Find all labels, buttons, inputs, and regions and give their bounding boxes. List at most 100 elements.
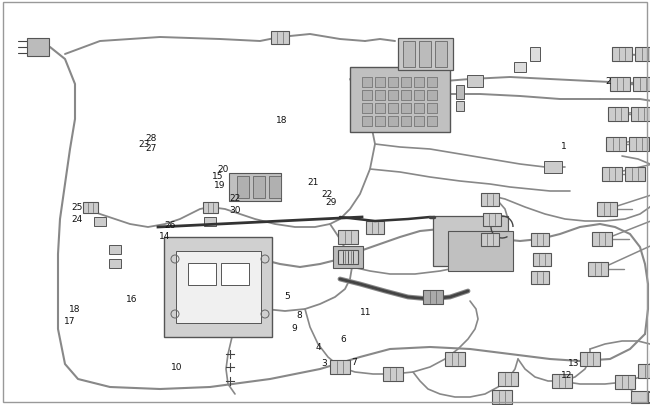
Bar (423, 290, 443, 304)
Text: 22: 22 (229, 194, 241, 203)
Bar (544, 162, 562, 174)
Text: 20: 20 (217, 165, 229, 174)
Bar (221, 263, 249, 285)
Text: 2: 2 (605, 77, 610, 85)
Bar (203, 202, 218, 213)
Bar (333, 246, 363, 269)
Bar (414, 78, 424, 88)
Text: 29: 29 (326, 198, 337, 207)
Bar (27, 39, 49, 57)
Bar (188, 263, 216, 285)
Bar (330, 360, 350, 374)
Text: 17: 17 (64, 316, 76, 325)
Bar (401, 104, 411, 114)
Bar (612, 48, 632, 62)
Bar (338, 230, 358, 244)
Bar (427, 78, 437, 88)
Bar (435, 42, 447, 68)
Bar (401, 117, 411, 127)
Bar (531, 271, 549, 284)
Bar (615, 375, 635, 389)
Text: 9: 9 (292, 323, 297, 332)
Bar (383, 367, 403, 381)
Bar (398, 39, 452, 71)
Bar (481, 193, 499, 206)
Bar (635, 48, 650, 62)
Bar (533, 253, 551, 266)
Text: 7: 7 (352, 357, 357, 366)
Text: 19: 19 (214, 181, 226, 190)
Text: 25: 25 (71, 202, 83, 211)
Text: 8: 8 (296, 311, 302, 320)
Bar (375, 91, 385, 101)
Bar (638, 364, 650, 378)
Bar (269, 177, 281, 198)
Text: 6: 6 (341, 334, 346, 343)
Bar (403, 42, 415, 68)
Text: 21: 21 (307, 178, 319, 187)
Bar (109, 259, 121, 268)
Text: 18: 18 (276, 116, 287, 125)
Bar (625, 168, 645, 181)
Text: 12: 12 (561, 370, 573, 379)
Bar (375, 78, 385, 88)
Bar (631, 391, 649, 403)
Bar (602, 168, 622, 181)
Bar (350, 67, 450, 132)
Bar (531, 233, 549, 246)
Text: 1: 1 (562, 141, 567, 150)
Bar (388, 78, 398, 88)
Bar (229, 174, 281, 202)
Text: 16: 16 (126, 294, 138, 303)
Bar (375, 117, 385, 127)
Text: 18: 18 (69, 305, 81, 313)
Bar (362, 117, 372, 127)
Bar (610, 78, 630, 92)
Bar (419, 42, 431, 68)
Bar (401, 91, 411, 101)
Bar (492, 390, 512, 404)
Bar (338, 250, 358, 264)
Bar (633, 78, 650, 92)
Bar (467, 76, 483, 88)
Text: 22: 22 (321, 190, 333, 199)
Text: 24: 24 (71, 214, 83, 223)
Bar (271, 32, 289, 45)
Bar (456, 102, 464, 112)
Bar (237, 177, 249, 198)
Text: 10: 10 (171, 362, 183, 371)
Bar (176, 252, 261, 323)
Bar (456, 86, 464, 100)
Bar (629, 138, 649, 151)
Bar (362, 91, 372, 101)
Bar (164, 237, 272, 337)
Bar (427, 104, 437, 114)
Bar (432, 216, 508, 266)
Bar (94, 217, 106, 226)
Bar (498, 372, 518, 386)
Bar (597, 202, 617, 216)
Bar (109, 245, 121, 254)
Bar (530, 48, 540, 62)
Text: 23: 23 (138, 139, 150, 148)
Bar (83, 202, 98, 213)
Bar (514, 63, 526, 73)
Bar (427, 117, 437, 127)
Text: 13: 13 (567, 358, 579, 367)
Bar (362, 78, 372, 88)
Bar (414, 117, 424, 127)
Bar (588, 262, 608, 276)
Text: 30: 30 (229, 205, 241, 214)
Bar (414, 91, 424, 101)
Bar (447, 231, 512, 271)
Text: 3: 3 (321, 358, 326, 367)
Text: 4: 4 (316, 342, 321, 351)
Bar (253, 177, 265, 198)
Bar (414, 104, 424, 114)
Text: 14: 14 (159, 231, 170, 240)
Text: 11: 11 (359, 307, 371, 316)
Bar (592, 232, 612, 246)
Bar (648, 392, 650, 402)
Bar (445, 352, 465, 366)
Text: 15: 15 (212, 172, 224, 181)
